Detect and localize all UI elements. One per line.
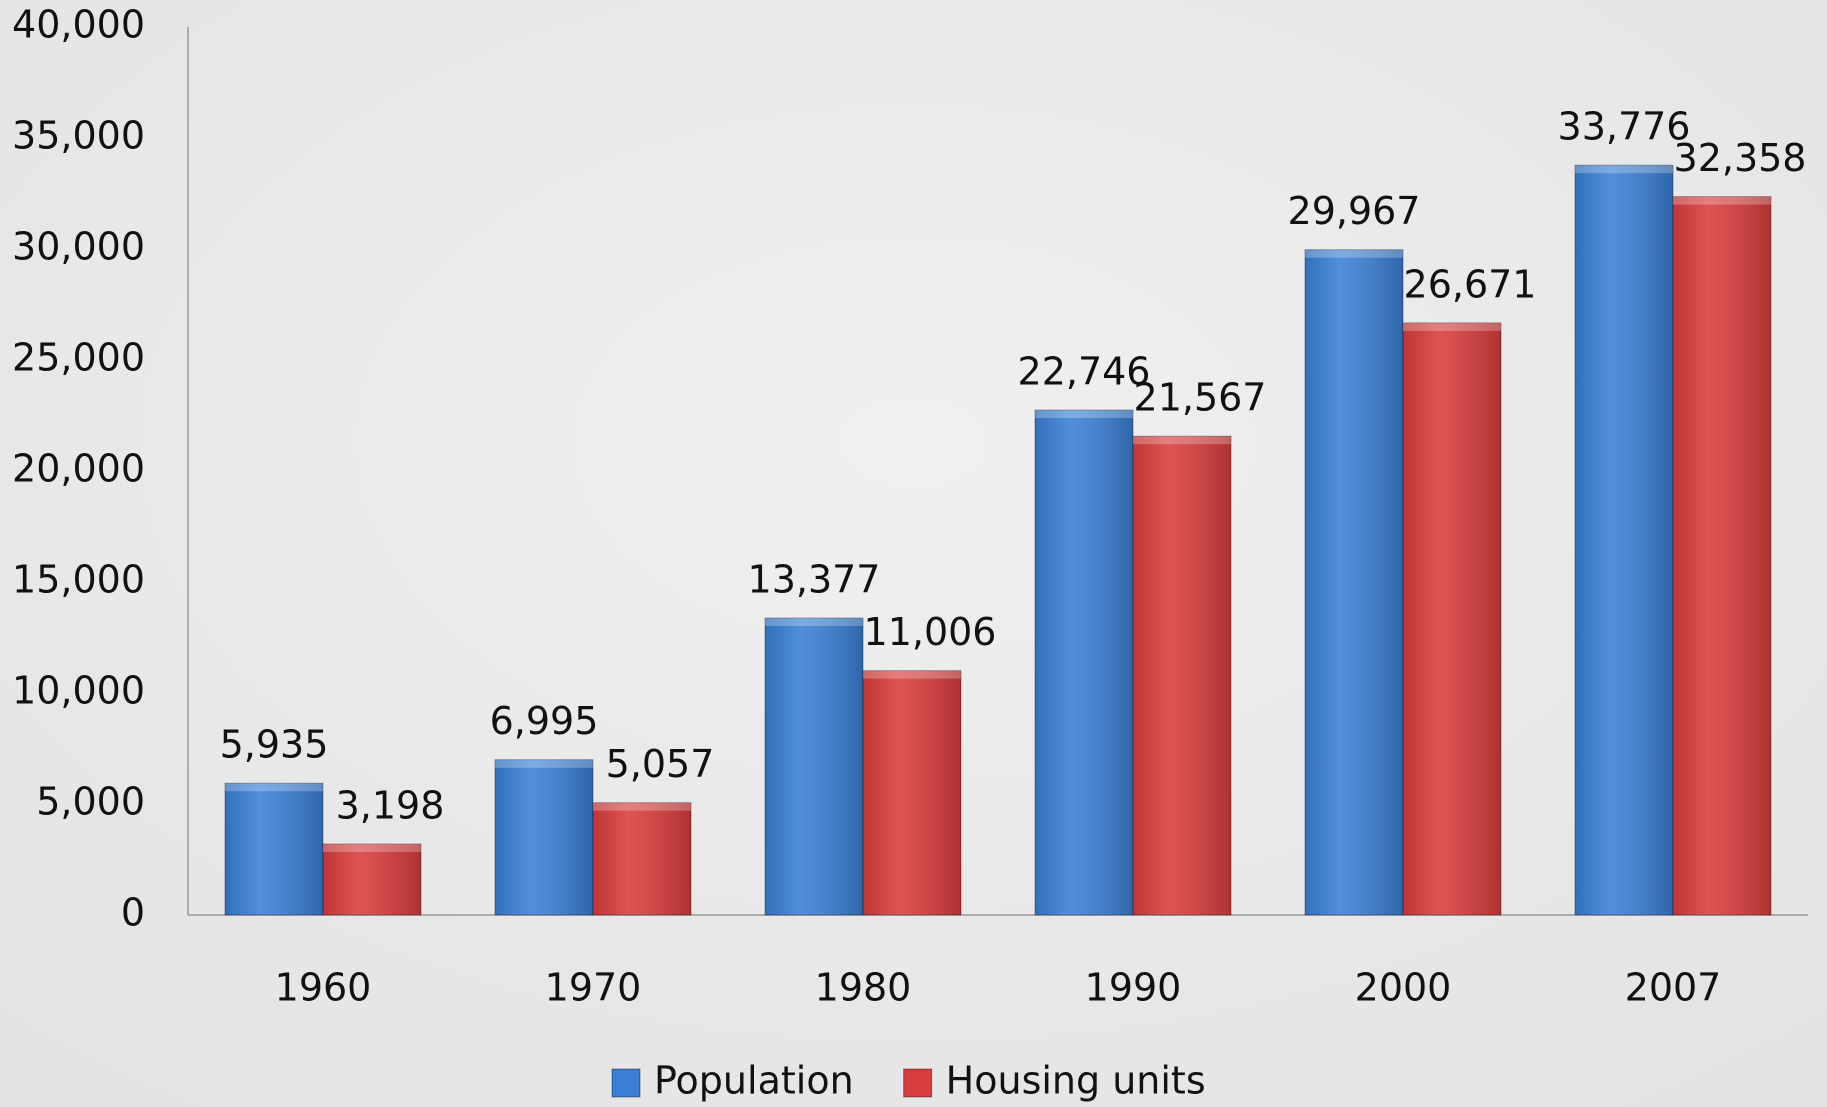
- legend-label: Housing units: [946, 1059, 1206, 1103]
- y-tick-label: 30,000: [12, 225, 145, 269]
- value-label: 13,377: [748, 558, 881, 602]
- x-tick-label: 1970: [545, 966, 642, 1010]
- y-tick-label: 0: [121, 891, 145, 935]
- y-tick-label: 10,000: [12, 669, 145, 713]
- bar-shade: [1403, 323, 1501, 915]
- bar-shade: [1575, 165, 1673, 915]
- page: 0 5,000 10,000 15,000 20,000 25,000 30,000 35,0…: [0, 0, 1827, 1107]
- value-label: 3,198: [336, 784, 445, 828]
- bar-bevel: [1133, 436, 1231, 444]
- bar-bevel: [1035, 410, 1133, 418]
- value-label: 29,967: [1288, 189, 1421, 233]
- bar-shade: [323, 844, 421, 915]
- x-tick-label: 2007: [1625, 966, 1722, 1010]
- background: [0, 0, 1827, 1107]
- legend-swatch: [904, 1069, 932, 1097]
- value-label: 5,057: [606, 742, 715, 786]
- bar-bevel: [1403, 323, 1501, 331]
- y-tick-label: 35,000: [12, 114, 145, 158]
- x-tick-label: 2000: [1355, 966, 1452, 1010]
- bar-bevel: [225, 783, 323, 791]
- bar-shade: [765, 618, 863, 915]
- value-label: 11,006: [864, 610, 997, 654]
- bar-bevel: [1575, 165, 1673, 173]
- legend-label: Population: [654, 1059, 854, 1103]
- bar-bevel: [323, 844, 421, 852]
- bar-shade: [1673, 197, 1771, 915]
- x-tick-label: 1990: [1085, 966, 1182, 1010]
- y-tick-label: 25,000: [12, 336, 145, 380]
- bar-shade: [1305, 250, 1403, 915]
- y-tick-label: 40,000: [12, 3, 145, 47]
- value-label: 21,567: [1134, 376, 1267, 420]
- y-tick-label: 15,000: [12, 558, 145, 602]
- bar-shade: [1133, 436, 1231, 915]
- bar-shade: [593, 803, 691, 915]
- x-tick-label: 1960: [275, 966, 372, 1010]
- bar-bevel: [765, 618, 863, 626]
- y-tick-label: 5,000: [36, 780, 145, 824]
- chart: 0 5,000 10,000 15,000 20,000 25,000 30,000 35,0…: [0, 0, 1827, 1107]
- bar-shade: [863, 671, 961, 915]
- legend-swatch: [612, 1069, 640, 1097]
- bar-shade: [1035, 410, 1133, 915]
- bar-bevel: [1673, 197, 1771, 205]
- bar-shade: [225, 783, 323, 915]
- bar-bevel: [495, 760, 593, 768]
- value-label: 5,935: [220, 723, 329, 767]
- value-label: 32,358: [1674, 136, 1807, 180]
- value-label: 33,776: [1558, 105, 1691, 149]
- bar-bevel: [1305, 250, 1403, 258]
- x-tick-label: 1980: [815, 966, 912, 1010]
- bar-bevel: [593, 803, 691, 811]
- value-label: 26,671: [1404, 262, 1537, 306]
- y-tick-label: 20,000: [12, 447, 145, 491]
- value-label: 22,746: [1018, 350, 1151, 394]
- bar-shade: [495, 760, 593, 915]
- bar-bevel: [863, 671, 961, 679]
- value-label: 6,995: [490, 699, 599, 743]
